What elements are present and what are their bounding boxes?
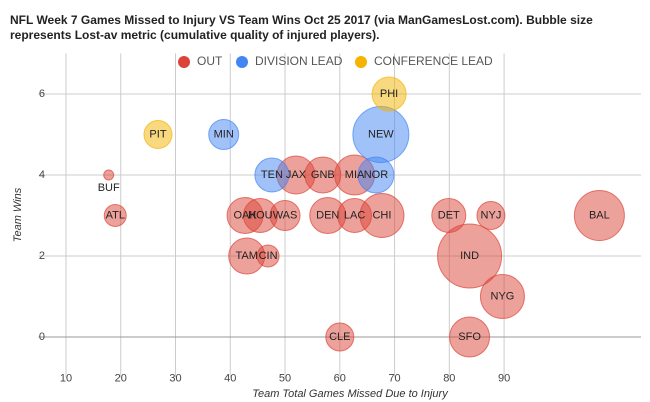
- bubble-label: PIT: [149, 128, 166, 140]
- legend-swatch: [236, 56, 248, 68]
- legend-swatch: [178, 56, 190, 68]
- series: [103, 154, 625, 358]
- x-tick-label: 20: [115, 372, 127, 384]
- bubble-label: OAK: [233, 209, 257, 221]
- y-tick-label: 0: [39, 331, 45, 343]
- series: [208, 106, 410, 194]
- legend-label: OUT: [197, 54, 223, 68]
- y-tick-label: 2: [39, 250, 45, 262]
- bubble-label: MIN: [214, 128, 234, 140]
- bubble: [449, 316, 491, 358]
- bubble-label: DET: [438, 209, 460, 221]
- bubble-label: NYG: [491, 290, 515, 302]
- bubble-label: HOU: [248, 209, 273, 221]
- bubble-label: IND: [460, 250, 479, 262]
- bubble: [269, 200, 301, 231]
- bubble: [103, 169, 115, 181]
- bubble: [437, 223, 503, 289]
- bubble: [359, 193, 405, 238]
- chart-title: NFL Week 7 Games Missed to Injury VS Tea…: [10, 13, 593, 42]
- bubble-label: NEW: [368, 128, 394, 140]
- bubble-label: WAS: [273, 209, 298, 221]
- legend-swatch: [355, 56, 367, 68]
- bubble: [357, 156, 395, 194]
- legend-label: DIVISION LEAD: [255, 54, 343, 68]
- bubble-label: TEN: [261, 169, 283, 181]
- bubble-label: PHI: [380, 88, 398, 100]
- bubble-label: BUF: [98, 182, 120, 194]
- x-tick-label: 80: [443, 372, 455, 384]
- bubble-label: SFO: [458, 331, 481, 343]
- bubble-label: TAM: [235, 250, 257, 262]
- legend-label: CONFERENCE LEAD: [374, 54, 493, 68]
- bubble-label: CHI: [372, 209, 391, 221]
- x-tick-label: 50: [279, 372, 291, 384]
- bubble: [208, 119, 240, 150]
- series: [143, 76, 407, 149]
- bubble-label: DEN: [316, 209, 339, 221]
- x-tick-label: 70: [388, 372, 400, 384]
- bubble: [254, 157, 290, 193]
- bubble: [143, 120, 173, 149]
- bubble-label: MIA: [345, 169, 365, 181]
- bubble-label: JAX: [286, 169, 307, 181]
- bubble: [371, 76, 407, 112]
- x-axis-label: Team Total Games Missed Due to Injury: [252, 388, 449, 400]
- bubble-label: NYJ: [481, 209, 502, 221]
- bubble-label: BAL: [589, 209, 610, 221]
- x-tick-label: 90: [498, 372, 510, 384]
- y-axis-label: Team Wins: [12, 187, 24, 242]
- bubble-label: GNB: [311, 169, 335, 181]
- bubble: [103, 204, 127, 227]
- bubble-label: ATL: [106, 209, 125, 221]
- bubble: [325, 322, 355, 352]
- bubble: [256, 244, 280, 268]
- bubble-label: NOR: [364, 169, 389, 181]
- y-tick-label: 6: [39, 88, 45, 100]
- x-tick-label: 60: [334, 372, 346, 384]
- bubble-label: LAC: [344, 209, 365, 221]
- x-tick-label: 10: [60, 372, 72, 384]
- bubble-label: CLE: [329, 331, 350, 343]
- bubble: [476, 201, 506, 230]
- bubble: [573, 190, 625, 241]
- y-tick-label: 4: [39, 169, 45, 181]
- bubble-label: CIN: [259, 250, 278, 262]
- x-tick-label: 40: [224, 372, 236, 384]
- x-tick-label: 30: [169, 372, 181, 384]
- bubble: [479, 274, 525, 319]
